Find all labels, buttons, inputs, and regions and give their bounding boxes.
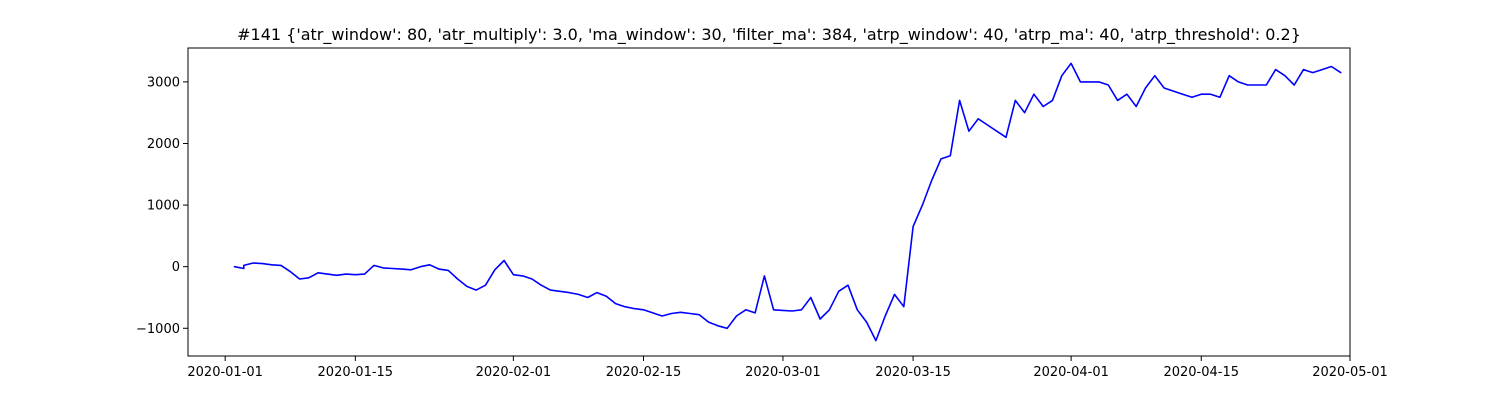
x-tick-label: 2020-02-01 — [476, 365, 552, 380]
series-line-0 — [233, 62, 1342, 342]
axes-frame — [187, 47, 1351, 357]
x-tick-label: 2020-05-01 — [1312, 365, 1388, 380]
x-tick-label: 2020-04-01 — [1033, 365, 1109, 380]
x-axis: 2020-01-01 2020-01-15 2020-02-01 2020-02-15… — [187, 356, 1388, 380]
x-tick-label: 2020-03-01 — [745, 365, 821, 380]
y-tick-label: −1000 — [136, 322, 180, 337]
x-tick-label: 2020-04-15 — [1163, 365, 1239, 380]
y-tick-label: 3000 — [147, 75, 180, 90]
y-tick-label: 2000 — [147, 137, 180, 152]
x-tick-label: 2020-03-15 — [875, 365, 951, 380]
y-tick-label: 1000 — [147, 199, 180, 214]
y-axis: −1000 0 1000 2000 3000 — [136, 75, 188, 337]
x-tick-label: 2020-02-15 — [606, 365, 682, 380]
chart-title: #141 {'atr_window': 80, 'atr_multiply': … — [237, 25, 1301, 45]
plot-area — [233, 62, 1342, 342]
y-tick-label: 0 — [172, 260, 180, 275]
x-tick-label: 2020-01-01 — [187, 365, 263, 380]
x-tick-label: 2020-01-15 — [318, 365, 394, 380]
